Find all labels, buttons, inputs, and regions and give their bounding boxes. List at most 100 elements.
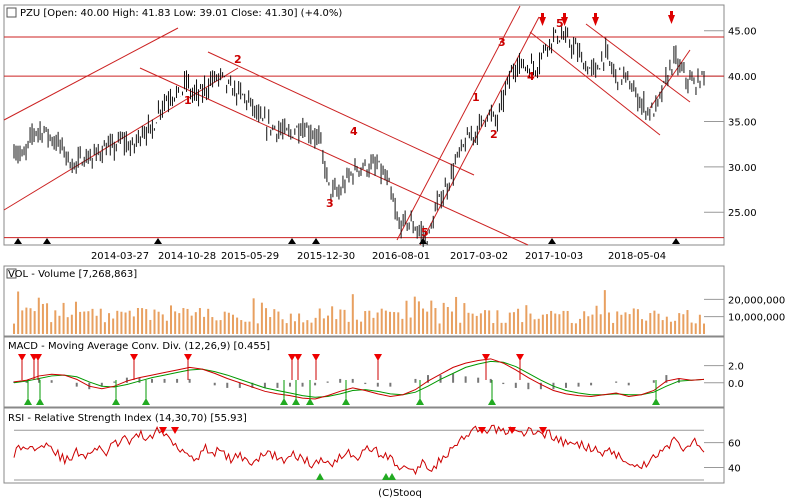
volume-bar (566, 310, 569, 334)
volume-bar (612, 322, 615, 334)
sell-signal-icon (294, 354, 302, 361)
rsi-title: RSI - Relative Strength Index (14,30,70)… (8, 413, 247, 424)
macd-series-line (13, 358, 705, 400)
volume-bar (455, 296, 458, 334)
rsi-panel-frame (3, 407, 725, 484)
wave-label: 4 (527, 70, 535, 83)
marker-triangle-icon (419, 238, 427, 244)
volume-bar (145, 309, 148, 334)
volume-bar (91, 308, 94, 334)
volume-bar (99, 308, 102, 334)
volume-panel-checkbox[interactable] (6, 268, 17, 279)
volume-bar (74, 301, 77, 334)
volume-bar (397, 312, 400, 334)
volume-bar (347, 321, 350, 334)
y-tick-label: 0.0 (728, 379, 744, 390)
volume-bar (401, 318, 404, 334)
volume-bar (504, 322, 507, 334)
volume-bar (17, 291, 20, 334)
volume-panel: VOL - Volume [7,268,863] 20,000,000 10,00… (3, 265, 785, 337)
sell-signal-icon (18, 354, 26, 361)
sell-signal-icon (374, 354, 382, 361)
volume-bar (616, 311, 619, 334)
volume-bar (54, 310, 57, 334)
volume-bar (153, 309, 156, 334)
volume-bar (327, 315, 330, 334)
trend-line (585, 23, 691, 103)
volume-bar (674, 320, 677, 334)
buy-signal-icon (388, 473, 396, 480)
price-panel-checkbox[interactable] (6, 7, 17, 18)
volume-bar (599, 314, 602, 334)
volume-bar (393, 312, 396, 334)
rsi-signals (159, 427, 547, 480)
volume-bar (450, 311, 453, 334)
down-arrow-icon (539, 17, 546, 26)
volume-y-axis: 20,000,000 10,000,000 (704, 295, 785, 324)
volume-bar (562, 310, 565, 334)
volume-bar (298, 313, 301, 334)
volume-bar (256, 323, 259, 334)
volume-bar (525, 305, 528, 334)
volume-bar (512, 312, 515, 334)
volume-bar (686, 310, 689, 334)
volume-bar (13, 323, 15, 334)
volume-bar (475, 315, 478, 334)
y-tick-label: 30.00 (728, 163, 757, 174)
wave-label: 3 (498, 36, 506, 49)
volume-bar (132, 316, 135, 334)
volume-bar (281, 319, 284, 334)
volume-bar (645, 320, 648, 334)
volume-bar (545, 314, 548, 334)
volume-bar (302, 322, 305, 334)
macd-title: MACD - Moving Average Conv. Div. (12,26,… (8, 341, 270, 352)
volume-bar (554, 313, 557, 334)
volume-bar (360, 321, 363, 334)
volume-bar (636, 309, 639, 334)
volume-bar (170, 305, 173, 334)
rsi-series-line (13, 424, 705, 476)
volume-bar (21, 310, 24, 334)
price-bars (13, 26, 705, 248)
volume-bar (103, 322, 106, 334)
volume-bar (70, 314, 73, 334)
marker-triangle-icon (154, 238, 162, 244)
down-arrow-icon (594, 13, 597, 18)
wave-label: 1 (184, 94, 192, 107)
volume-bar (95, 315, 98, 334)
macd-panel-frame (3, 336, 725, 408)
volume-bar (430, 300, 433, 334)
volume-bar (484, 310, 487, 334)
volume-bar (595, 305, 598, 334)
trend-line (3, 27, 179, 121)
volume-bar (603, 290, 606, 334)
volume-bar (211, 317, 214, 334)
volume-bar (128, 310, 131, 334)
trend-line (396, 5, 521, 241)
buy-signal-icon (280, 398, 288, 405)
volume-bar (558, 314, 561, 334)
wave-label: 2 (234, 53, 242, 66)
volume-bar (219, 320, 222, 334)
volume-bar (409, 317, 412, 334)
volume-bar (343, 309, 346, 334)
volume-bar (517, 308, 520, 334)
volume-bar (537, 318, 540, 334)
volume-bar (471, 313, 474, 334)
volume-bar (550, 310, 553, 334)
wave-label: 2 (490, 128, 498, 141)
down-arrow-icon (670, 11, 673, 16)
volume-bar (306, 320, 309, 334)
x-tick-label: 2018-05-04 (608, 251, 666, 262)
volume-bar (591, 314, 594, 334)
volume-bar (620, 314, 623, 334)
volume-bar (50, 322, 53, 334)
down-arrow-icon (541, 13, 544, 18)
volume-bar (678, 313, 681, 334)
volume-bar (467, 312, 470, 334)
volume-bar (368, 310, 371, 334)
price-markers (14, 238, 680, 244)
volume-bar (25, 307, 28, 334)
sell-signal-icon (478, 427, 486, 434)
volume-bar (182, 308, 185, 334)
